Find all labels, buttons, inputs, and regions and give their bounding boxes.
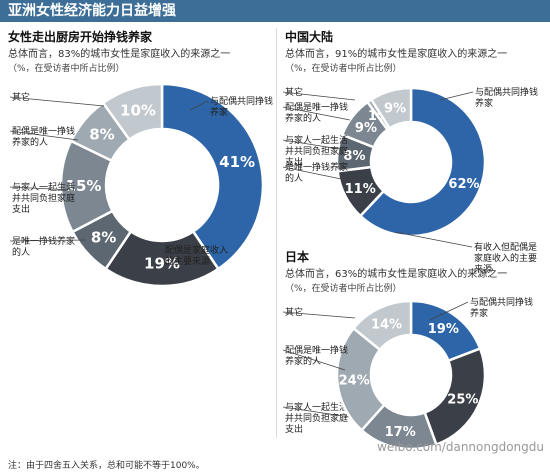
chart-2-category-label-6: 其它 — [285, 86, 303, 98]
section-divider — [276, 28, 277, 438]
chart-2-subtitle: 总体而言，91%的城市女性是家庭收入的来源之一 — [285, 49, 508, 60]
chart-3-slice-5 — [351, 299, 413, 352]
chart-2-title: 中国大陆 — [285, 30, 334, 44]
chart-1-note: （%，在受访者中所占比例） — [8, 64, 125, 74]
chart-2-slice-6 — [369, 86, 413, 130]
chart-2-leader-line-2 — [394, 231, 473, 248]
chart-2-leader-line-1 — [439, 91, 474, 101]
chart-1-slice-6 — [101, 82, 164, 142]
chart-3-leader-line-4 — [282, 349, 346, 371]
chart-2-value-label-3: 8% — [343, 149, 365, 164]
chart-1-leader-line-3 — [9, 239, 87, 242]
chart-1-title: 女性走出厨房开始挣钱养家 — [8, 30, 153, 44]
chart-1-leader-line-6 — [9, 96, 105, 107]
chart-2-category-label-1: 与配偶共同挣钱养家 — [475, 86, 538, 109]
chart-2-leader-line-3 — [282, 166, 347, 181]
chart-1-category-label-6: 其它 — [12, 91, 30, 103]
chart-1-value-label-3: 8% — [91, 228, 116, 246]
chart-3-value-label-5: 14% — [371, 318, 402, 333]
chart-1-slice-1 — [160, 82, 265, 271]
chart-2-value-label-4: 9% — [355, 121, 377, 136]
chart-1-category-label-5: 配偶是唯一挣钱养家的人 — [12, 125, 75, 148]
chart-1-value-label-1: 41% — [219, 153, 255, 171]
chart-2-leader-line-6 — [282, 91, 356, 101]
chart-2-leader-line-4 — [282, 139, 347, 151]
chart-2-value-label-6: 9% — [384, 101, 406, 116]
chart-1-leader-line-5 — [9, 130, 79, 141]
chart-2-category-label-5: 配偶是唯一挣钱养家的人 — [285, 101, 348, 124]
chart-1-value-label-6: 10% — [120, 101, 156, 119]
chart-1-leader-line-4 — [9, 186, 73, 191]
chart-1-category-label-2: 配偶是家庭收入的主要来源 — [165, 244, 228, 267]
chart-1-leader-line-1 — [189, 100, 209, 111]
chart-3-subtitle: 总体而言，63%的城市女性是家庭收入的来源之一 — [285, 269, 508, 280]
chart-3-value-label-4: 24% — [339, 374, 370, 389]
chart-3-value-label-1: 19% — [428, 322, 459, 337]
chart-2-slice-1 — [358, 86, 487, 238]
chart-3-category-label-3: 与家人一起生活并共同负担家庭支出 — [285, 401, 348, 435]
chart-3-value-label-3: 17% — [385, 425, 416, 440]
chart-2-leader-line-5 — [282, 106, 351, 121]
chart-2-category-label-3: 是唯一挣钱养家的人 — [285, 161, 348, 184]
chart-1-subtitle: 总体而言，83%的城市女性是家庭收入的来源之一 — [8, 49, 231, 60]
chart-1-value-label-5: 8% — [89, 125, 114, 143]
chart-1-category-label-4: 与家人一起生活并共同负担家庭支出 — [12, 181, 75, 215]
chart-3-leader-line-5 — [282, 311, 356, 319]
chart-2-note: （%，在受访者中所占比例） — [285, 64, 402, 74]
chart-3-category-label-1: 与配偶共同挣钱养家 — [470, 296, 533, 319]
chart-1-category-label-1: 与配偶共同挣钱养家 — [210, 95, 273, 118]
chart-3-category-label-4: 配偶是唯一挣钱养家的人 — [285, 344, 348, 367]
chart-2-category-label-2: 有收入但配偶是家庭收入的主要来源 — [474, 241, 537, 275]
page-title: 亚洲女性经济能力日益增强 — [0, 0, 550, 22]
chart-3-leader-line-1 — [429, 301, 469, 321]
chart-3-category-label-5: 其它 — [285, 306, 303, 318]
chart-2-value-label-2: 11% — [345, 182, 376, 197]
chart-3-note: （%，在受访者中所占比例） — [285, 284, 402, 294]
watermark: weibo.com/dannongdongdu — [377, 440, 544, 454]
chart-1-category-label-3: 是唯一挣钱养家的人 — [12, 235, 75, 258]
chart-3-value-label-2: 25% — [447, 393, 478, 408]
chart-1-value-label-2: 19% — [144, 255, 180, 273]
chart-3-title: 日本 — [285, 250, 310, 264]
footnote: 注：由于四舍五入关系，总和可能不等于100%。 — [8, 461, 205, 471]
chart-1-value-label-4: 15% — [66, 177, 102, 195]
chart-2-value-label-1: 62% — [448, 177, 479, 192]
